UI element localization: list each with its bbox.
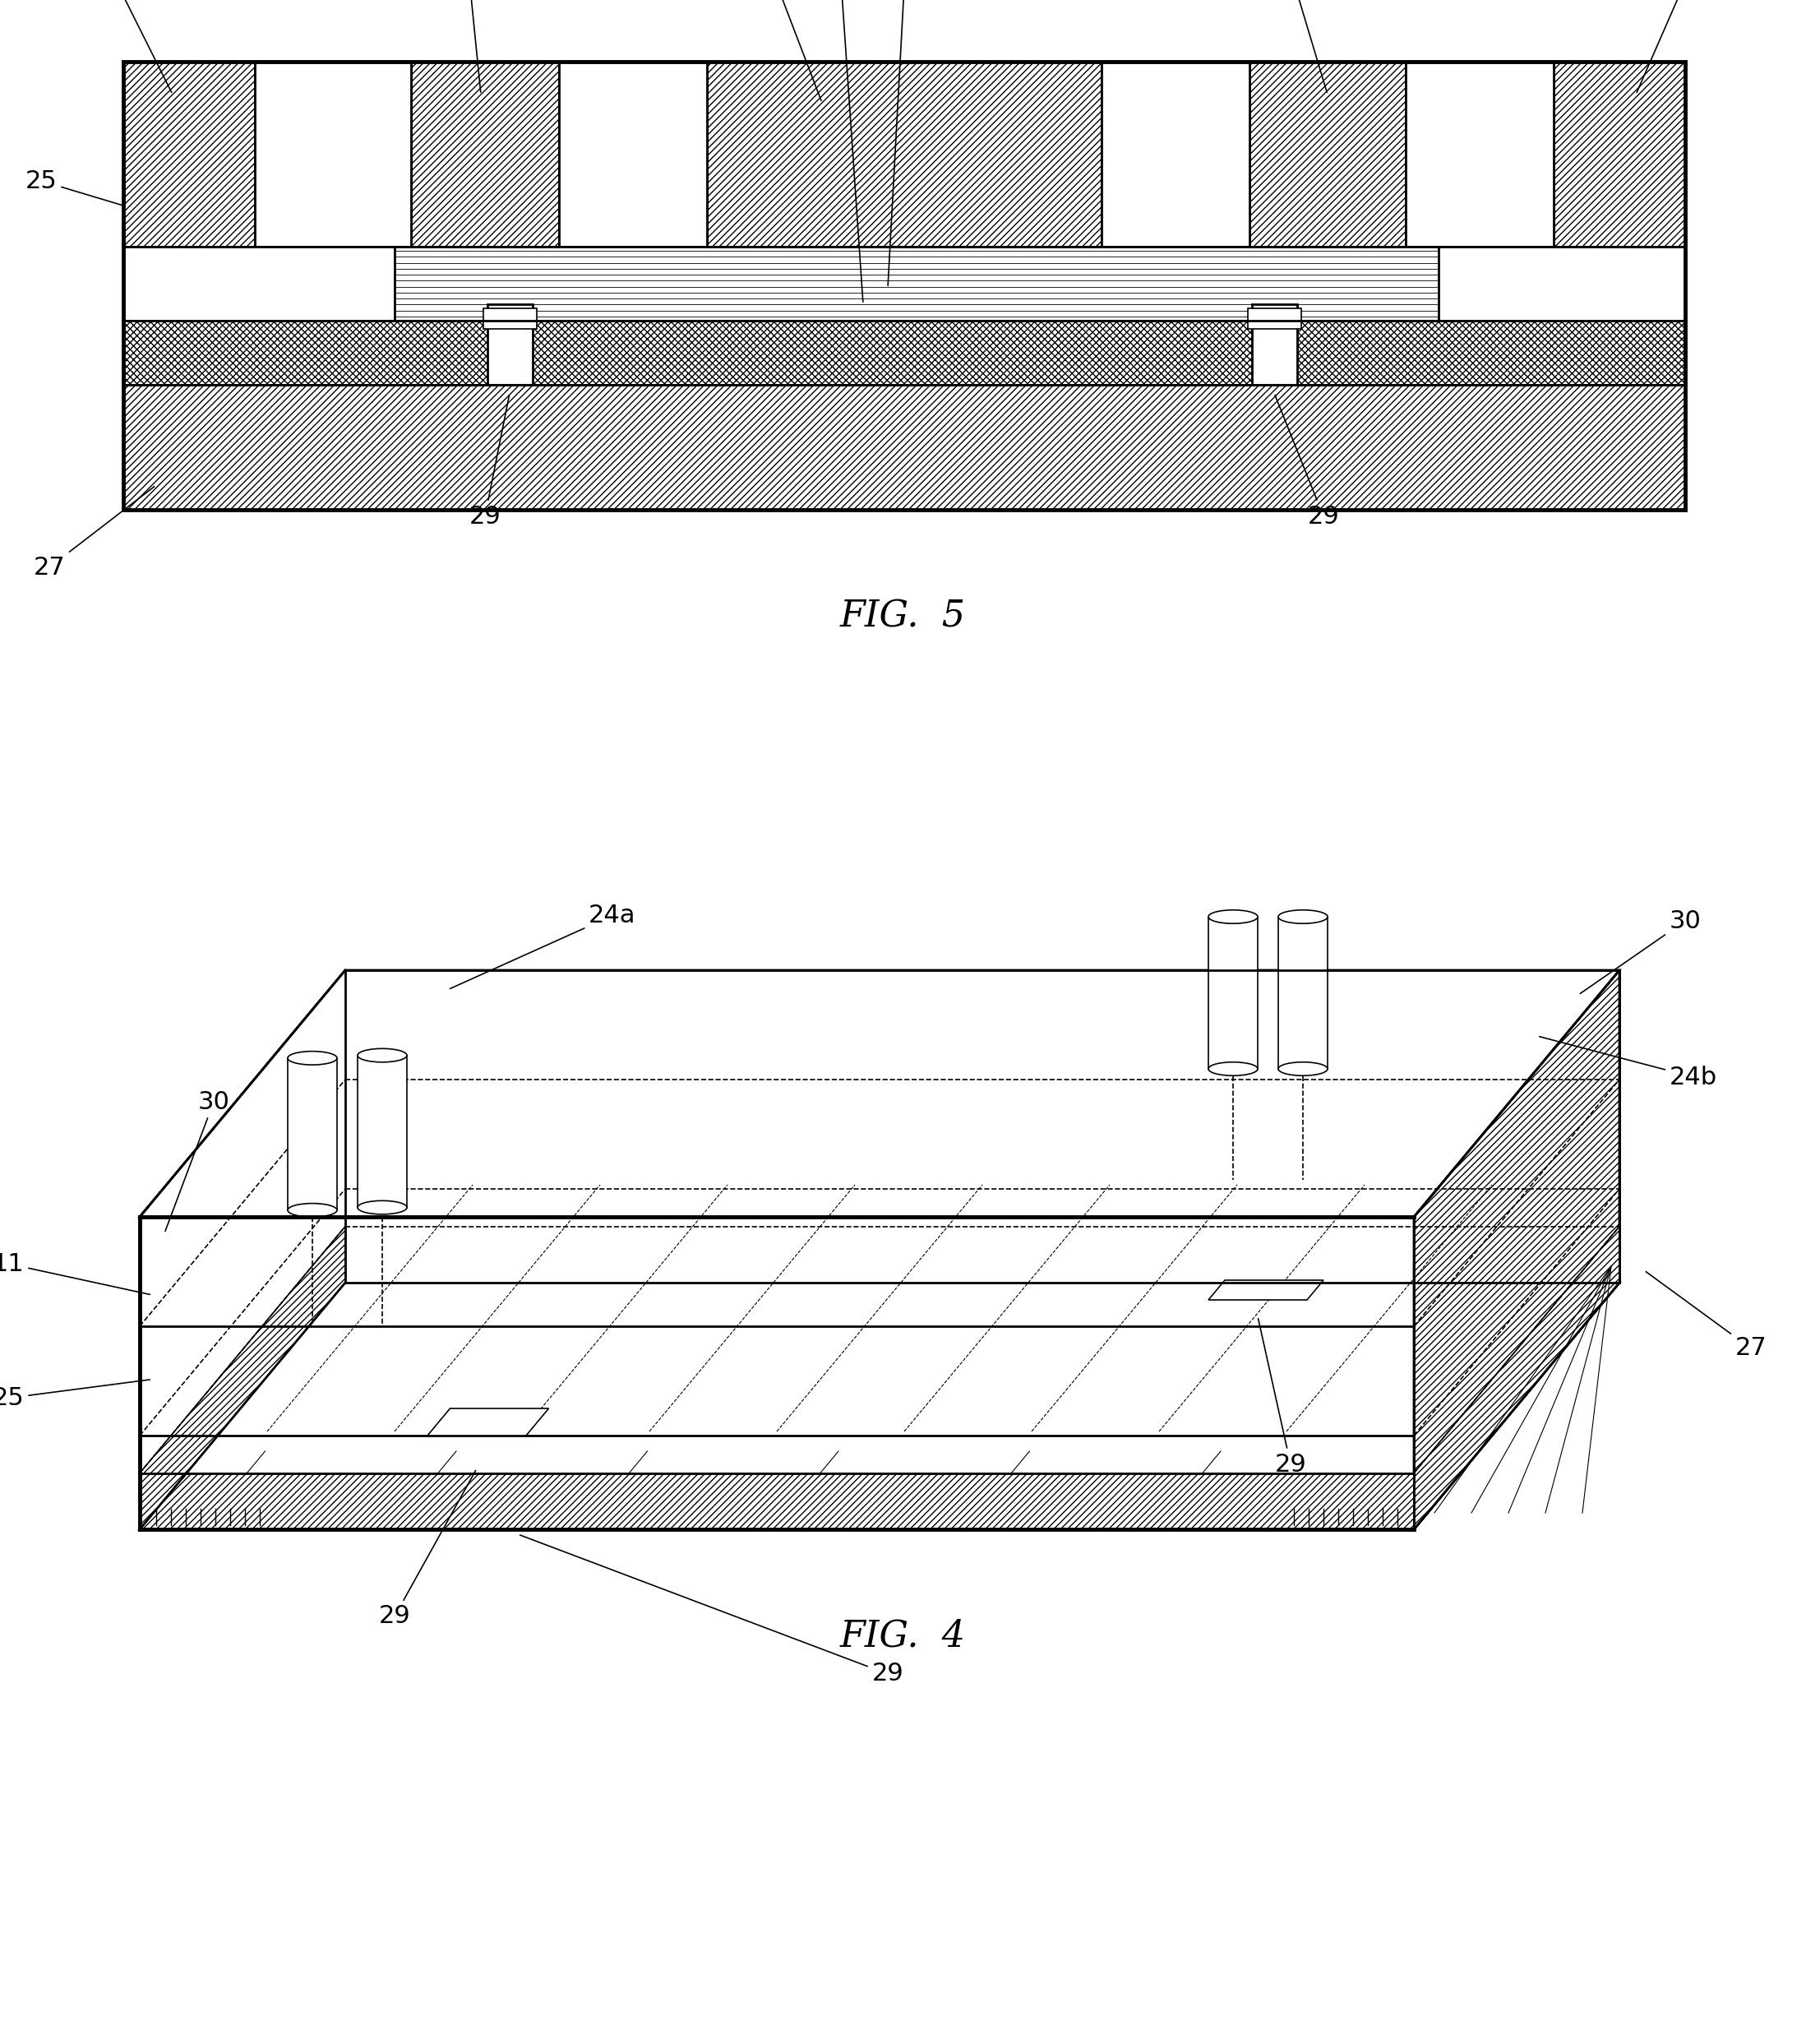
Text: 25: 25 (25, 170, 121, 204)
Polygon shape (139, 1226, 345, 1529)
Bar (123, 321, 1685, 384)
Ellipse shape (358, 1200, 406, 1214)
Polygon shape (139, 1284, 1620, 1529)
Text: 30: 30 (164, 1089, 229, 1230)
Bar (358, 1055, 406, 1208)
Ellipse shape (1208, 910, 1257, 924)
Polygon shape (345, 971, 1620, 1284)
Text: 23: 23 (889, 0, 928, 286)
Bar (1279, 918, 1327, 1069)
Text: FIG.  5: FIG. 5 (840, 599, 966, 634)
Text: 24a: 24a (437, 0, 484, 92)
Polygon shape (139, 1216, 1414, 1529)
Text: 30: 30 (90, 0, 172, 92)
Polygon shape (428, 1408, 549, 1435)
Ellipse shape (1279, 1063, 1327, 1075)
Ellipse shape (358, 1049, 406, 1063)
Polygon shape (139, 1474, 1414, 1529)
Ellipse shape (287, 1051, 338, 1065)
Polygon shape (1414, 971, 1620, 1529)
Polygon shape (1414, 971, 1620, 1529)
Text: 11: 11 (0, 1251, 150, 1294)
Text: 27: 27 (1645, 1271, 1766, 1361)
Text: 29: 29 (379, 1470, 475, 1629)
Bar (484, 309, 536, 329)
Bar (560, 61, 706, 247)
Text: 29: 29 (470, 394, 509, 527)
Text: 29: 29 (520, 1535, 903, 1686)
Ellipse shape (1208, 1063, 1257, 1075)
Bar (255, 61, 412, 247)
Bar (1553, 61, 1685, 247)
Text: 25: 25 (0, 1380, 150, 1410)
Bar (123, 384, 1685, 509)
Bar (1208, 918, 1257, 1069)
Text: 30: 30 (1580, 910, 1701, 993)
Bar (123, 61, 255, 247)
Text: 24a: 24a (450, 903, 636, 989)
Bar (394, 247, 1439, 321)
Text: 29: 29 (1259, 1318, 1306, 1476)
Text: 13: 13 (815, 0, 863, 303)
Bar (488, 305, 533, 384)
Bar (706, 61, 1102, 247)
Bar (1405, 61, 1553, 247)
Ellipse shape (1279, 910, 1327, 924)
Polygon shape (139, 971, 345, 1529)
Text: 24b: 24b (1243, 0, 1327, 92)
Text: 24b: 24b (1539, 1036, 1718, 1089)
Text: 30: 30 (1636, 0, 1708, 92)
Polygon shape (139, 1284, 1620, 1529)
Polygon shape (139, 971, 1620, 1216)
Bar (1248, 309, 1302, 329)
Bar (123, 61, 1685, 509)
Bar (287, 1059, 338, 1210)
Text: 27: 27 (33, 486, 154, 578)
Text: FIG.  4: FIG. 4 (840, 1619, 966, 1654)
Text: 29: 29 (1275, 394, 1340, 527)
Bar (1252, 305, 1297, 384)
Polygon shape (1208, 1280, 1324, 1300)
Text: 11: 11 (699, 0, 822, 100)
Bar (1102, 61, 1250, 247)
Bar (412, 61, 560, 247)
Bar (1250, 61, 1405, 247)
Polygon shape (1414, 1226, 1620, 1529)
Ellipse shape (287, 1204, 338, 1216)
